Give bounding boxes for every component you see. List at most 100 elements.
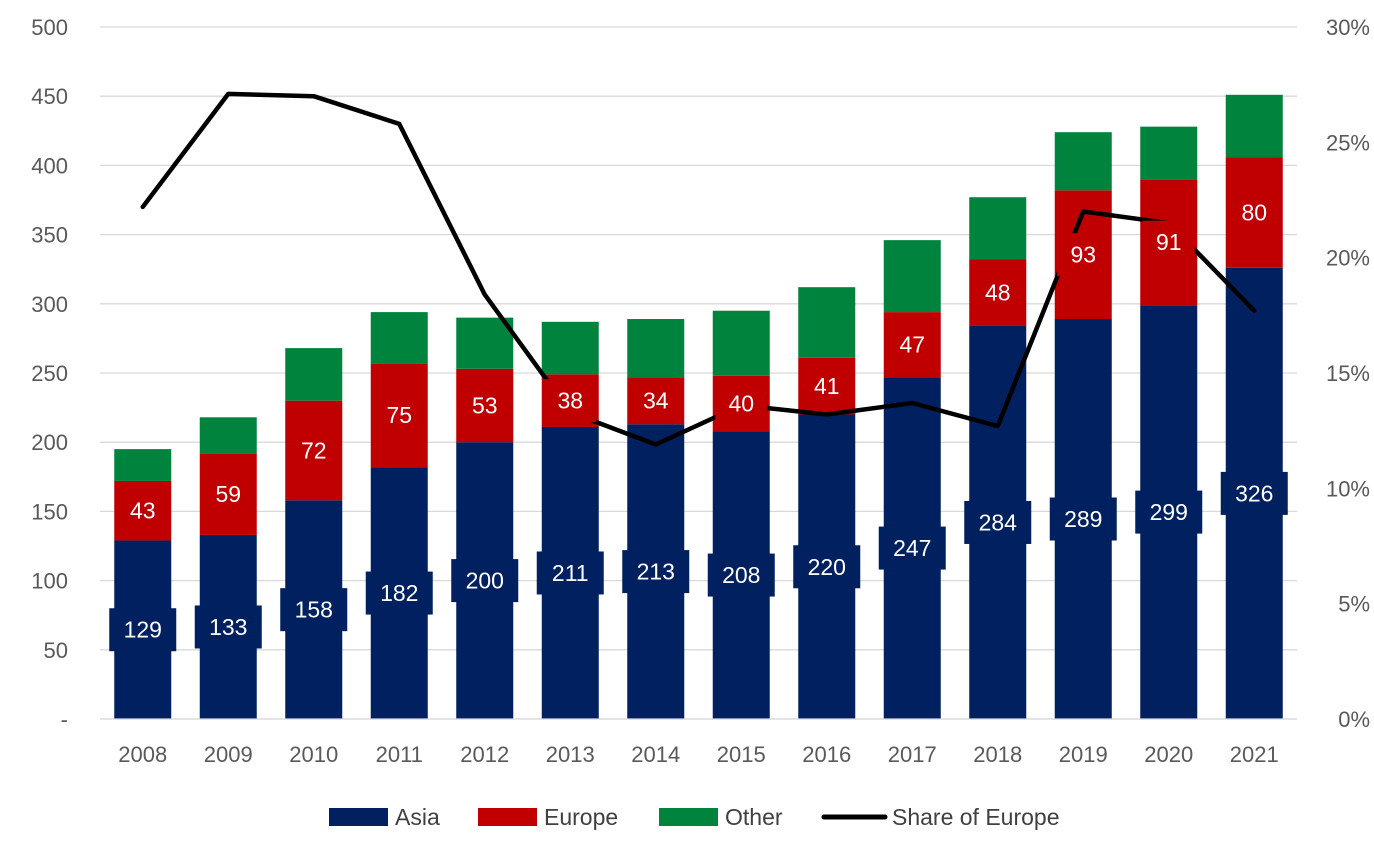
- legend-label: Other: [725, 804, 783, 830]
- data-label: 91: [1156, 229, 1182, 255]
- data-label-box: [451, 559, 519, 603]
- bar-other: [627, 319, 685, 378]
- bar-other: [712, 310, 770, 376]
- x-tick-label: 2020: [1144, 742, 1193, 767]
- data-label-box: [707, 553, 775, 597]
- data-label-box: [1135, 490, 1203, 534]
- right-tick-label: 15%: [1326, 361, 1370, 386]
- legend-label: Asia: [395, 804, 440, 830]
- data-label: 247: [893, 535, 931, 561]
- data-label: 41: [814, 373, 840, 399]
- data-labels: 129 133 158 182 200 211 213 208 220 247 284 289 299 3…: [109, 190, 1288, 652]
- data-label: 158: [295, 597, 333, 623]
- data-label-box: [116, 489, 169, 533]
- data-label-box: [1142, 220, 1195, 264]
- data-label: 326: [1235, 480, 1273, 506]
- legend-item-asia: Asia: [329, 804, 440, 830]
- legend-swatch: [329, 808, 388, 826]
- data-label-box: [964, 500, 1032, 544]
- x-tick-label: 2018: [973, 742, 1022, 767]
- data-label: 43: [130, 498, 156, 524]
- legend-item-share-of-europe: Share of Europe: [821, 804, 1060, 830]
- data-label: 220: [808, 554, 846, 580]
- bar-other: [456, 317, 514, 369]
- legend-item-other: Other: [659, 804, 783, 830]
- data-label-box: [373, 393, 426, 437]
- left-tick-label: 150: [31, 499, 68, 524]
- bar-other: [541, 321, 599, 375]
- x-tick-label: 2013: [546, 742, 595, 767]
- data-label: 200: [466, 568, 504, 594]
- x-tick-label: 2016: [802, 742, 851, 767]
- legend-label: Europe: [544, 804, 618, 830]
- left-tick-label: 450: [31, 84, 68, 109]
- gridlines: [100, 26, 1297, 720]
- bar-other: [370, 312, 428, 364]
- left-tick-label: 300: [31, 292, 68, 317]
- left-tick-label: 350: [31, 223, 68, 248]
- x-tick-label: 2008: [118, 742, 167, 767]
- data-label: 72: [301, 438, 327, 464]
- data-label: 129: [124, 617, 162, 643]
- data-label-box: [458, 384, 511, 428]
- x-tick-label: 2012: [460, 742, 509, 767]
- legend: Asia Europe Other Share of Europe: [329, 804, 1060, 830]
- bar-other: [798, 287, 856, 358]
- bar-other: [199, 417, 257, 454]
- bar-other: [969, 197, 1027, 260]
- left-axis: - 50 100 150 200 250 300 350 400 450 500: [31, 15, 68, 732]
- right-tick-label: 10%: [1326, 476, 1370, 501]
- x-tick-label: 2009: [204, 742, 253, 767]
- legend-swatch: [478, 808, 537, 826]
- x-tick-label: 2010: [289, 742, 338, 767]
- data-label-box: [886, 323, 939, 367]
- data-label-box: [202, 472, 255, 516]
- data-label-box: [629, 379, 682, 423]
- legend-item-europe: Europe: [478, 804, 618, 830]
- data-label: 289: [1064, 506, 1102, 532]
- data-label-box: [544, 379, 597, 423]
- data-label: 47: [899, 332, 925, 358]
- right-tick-label: 30%: [1326, 15, 1370, 40]
- data-label: 182: [380, 580, 418, 606]
- right-tick-label: 20%: [1326, 246, 1370, 271]
- data-label: 284: [979, 509, 1018, 535]
- data-label: 53: [472, 393, 498, 419]
- data-label: 48: [985, 280, 1011, 306]
- data-label: 299: [1150, 499, 1188, 525]
- data-label-box: [287, 429, 340, 473]
- data-label-box: [280, 588, 348, 632]
- x-tick-label: 2011: [376, 742, 423, 767]
- data-label-box: [800, 364, 853, 408]
- data-label-box: [1220, 471, 1288, 515]
- legend-swatch: [659, 808, 718, 826]
- data-label: 133: [209, 614, 247, 640]
- left-tick-label: 200: [31, 430, 68, 455]
- bar-other: [1225, 94, 1283, 158]
- data-label: 213: [637, 559, 675, 585]
- x-tick-label: 2021: [1230, 742, 1279, 767]
- left-tick-label: 400: [31, 153, 68, 178]
- bar-other: [1054, 132, 1112, 191]
- left-tick-label: 100: [31, 569, 68, 594]
- data-label: 211: [552, 560, 589, 586]
- data-label-box: [365, 571, 433, 615]
- x-tick-label: 2019: [1059, 742, 1108, 767]
- data-label: 93: [1070, 242, 1096, 268]
- data-label: 40: [728, 390, 754, 416]
- right-axis: 0% 5% 10% 15% 20% 25% 30%: [1326, 15, 1370, 732]
- data-label-box: [622, 550, 690, 594]
- legend-label: Share of Europe: [892, 804, 1060, 830]
- data-label-box: [1228, 190, 1281, 234]
- data-label: 38: [557, 388, 583, 414]
- data-label-box: [1049, 497, 1117, 541]
- data-label-box: [194, 605, 262, 649]
- left-tick-label: 50: [44, 638, 68, 663]
- right-tick-label: 25%: [1326, 130, 1370, 155]
- bar-other: [1140, 126, 1198, 180]
- bar-other: [114, 449, 172, 481]
- bar-other: [285, 348, 343, 401]
- data-label: 34: [643, 388, 669, 414]
